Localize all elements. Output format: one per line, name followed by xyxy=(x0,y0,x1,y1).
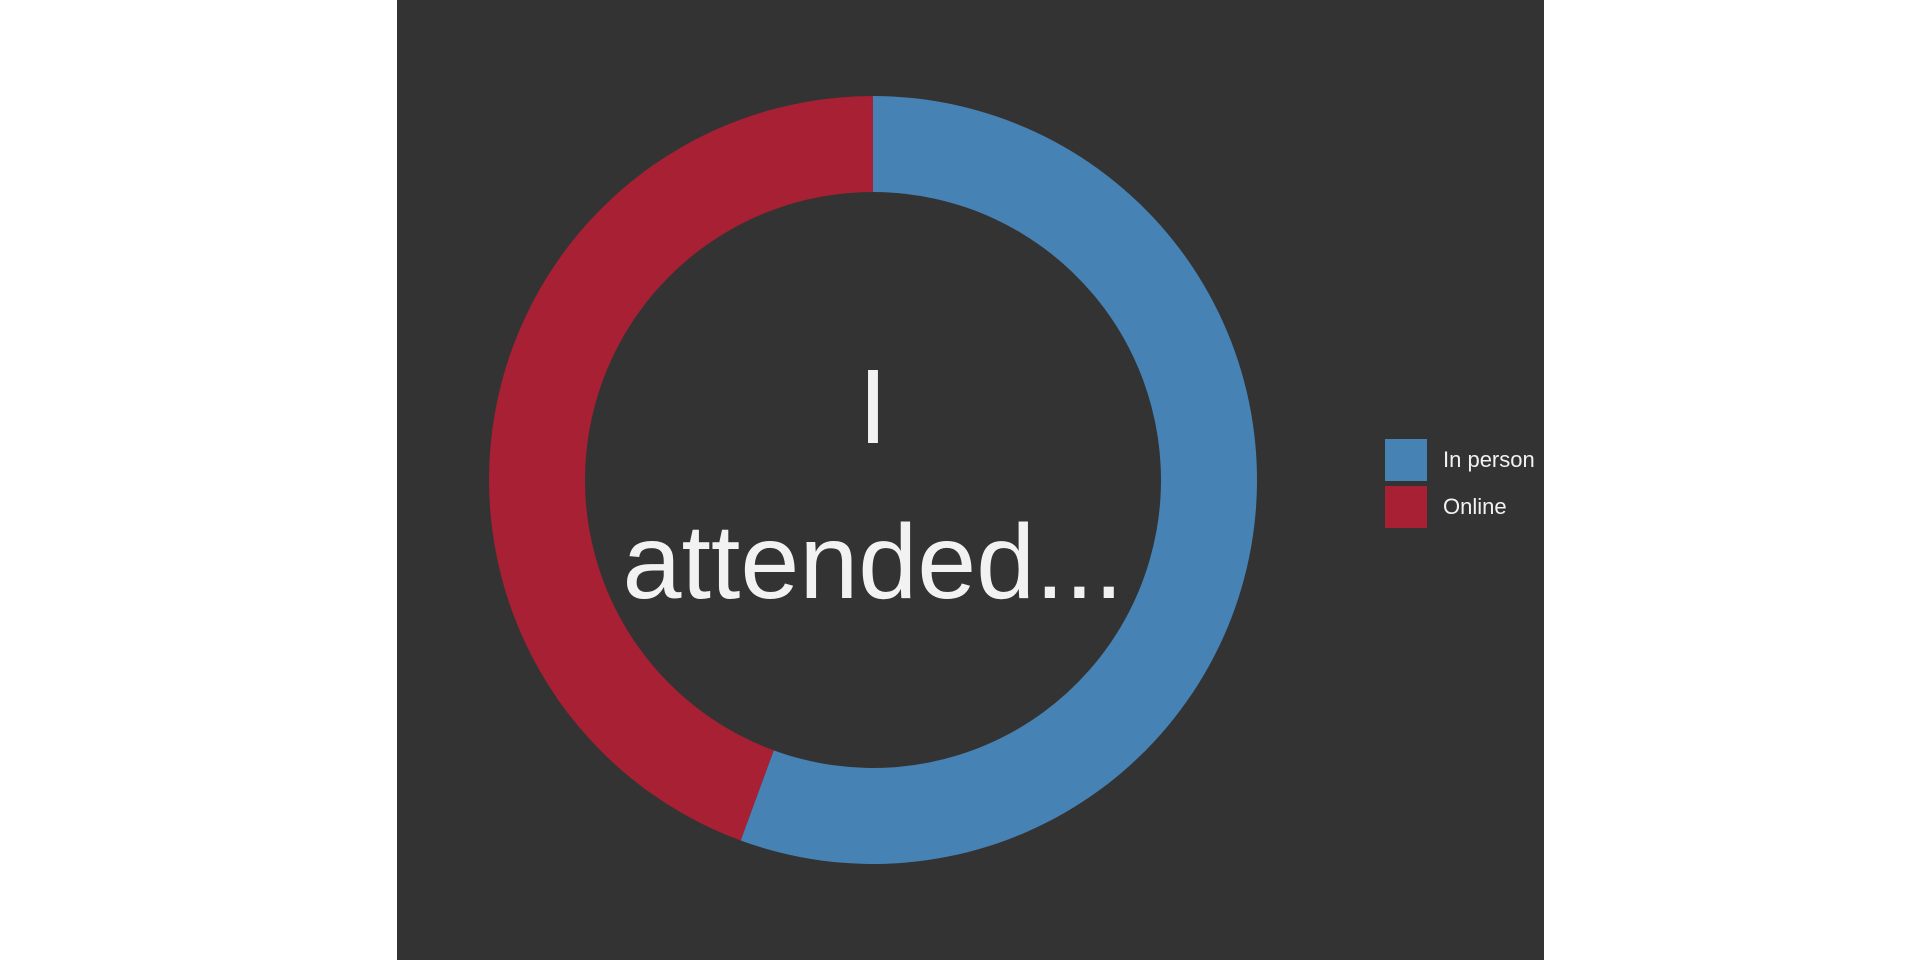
legend-swatch-online xyxy=(1385,486,1427,528)
donut-slice-in-person xyxy=(740,96,1257,864)
donut-slice-online xyxy=(488,96,873,841)
donut-chart: I attended... xyxy=(488,96,1257,864)
center-text-line-2: attended... xyxy=(623,503,1124,621)
donut-slices xyxy=(488,96,1257,864)
legend-item-online: Online xyxy=(1385,486,1535,528)
legend: In person Online xyxy=(1385,439,1535,533)
center-text-line-1: I xyxy=(858,348,887,466)
legend-swatch-in-person xyxy=(1385,439,1427,481)
legend-label-in-person: In person xyxy=(1443,447,1535,472)
chart-panel: I attended... In person Online xyxy=(397,0,1544,960)
legend-label-online: Online xyxy=(1443,494,1507,519)
legend-item-in-person: In person xyxy=(1385,439,1535,481)
